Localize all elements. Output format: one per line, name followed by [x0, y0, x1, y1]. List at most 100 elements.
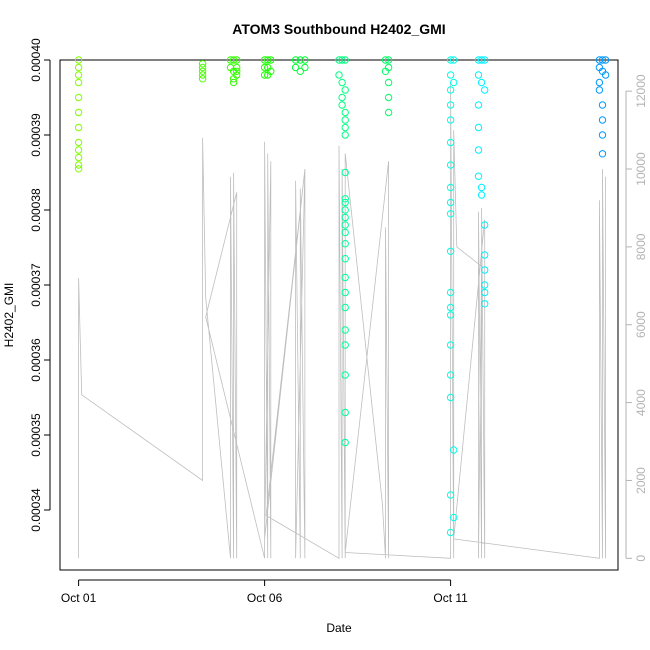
data-point — [384, 63, 393, 72]
y-tick-label: 0.00034 — [29, 488, 43, 532]
data-point — [335, 71, 343, 79]
data-point — [481, 56, 489, 64]
data-point — [595, 78, 604, 87]
data-point — [341, 326, 349, 334]
data-point — [341, 288, 349, 297]
data-point — [198, 67, 207, 76]
data-point — [474, 146, 483, 154]
data-point — [74, 153, 83, 162]
data-point — [338, 101, 346, 109]
data-point — [198, 71, 207, 79]
data-point — [74, 161, 83, 169]
data-point — [481, 221, 489, 229]
y2-tick-label: 10000 — [634, 152, 648, 186]
y-tick-label: 0.00039 — [29, 113, 43, 157]
data-point — [474, 101, 483, 109]
data-point — [229, 78, 238, 87]
data-point — [446, 71, 455, 79]
data-point — [341, 371, 349, 379]
data-point — [474, 71, 483, 79]
data-point — [267, 56, 275, 64]
data-point — [384, 108, 393, 117]
x-tick-label: Oct 06 — [247, 591, 283, 605]
data-point — [446, 101, 455, 109]
data-point — [481, 251, 489, 259]
data-point — [233, 63, 241, 72]
data-point — [481, 300, 489, 308]
data-point — [260, 71, 269, 79]
data-point — [341, 86, 349, 94]
data-point — [477, 56, 486, 64]
y2-tick-label: 6000 — [634, 311, 648, 338]
x-axis-label: Date — [326, 621, 352, 635]
data-point — [291, 63, 300, 72]
data-point — [446, 116, 455, 124]
data-point — [341, 341, 349, 349]
data-point — [446, 528, 455, 537]
data-point — [446, 198, 455, 207]
chart-title: ATOM3 Southbound H2402_GMI — [232, 21, 445, 37]
data-point — [598, 131, 607, 139]
data-point — [477, 78, 486, 87]
data-point — [341, 56, 349, 64]
data-point — [446, 288, 455, 297]
data-point — [198, 60, 207, 68]
data-point — [74, 123, 83, 132]
data-point — [598, 101, 607, 109]
x-axis: Oct 01 Oct 06 Oct 11 — [61, 579, 468, 605]
data-point — [446, 183, 455, 192]
data-point — [341, 195, 349, 203]
data-point — [341, 116, 349, 124]
data-point — [74, 71, 83, 79]
secondary-series — [78, 83, 606, 559]
data-point — [341, 168, 349, 177]
y-tick-label: 0.00035 — [29, 413, 43, 457]
data-point — [601, 71, 610, 79]
y2-tick-label: 2000 — [634, 467, 648, 494]
y2-tick-label: 0 — [634, 555, 648, 562]
data-point — [338, 78, 346, 87]
data-point — [291, 56, 300, 64]
data-point — [446, 161, 455, 169]
data-point — [341, 108, 349, 117]
points-layer — [74, 56, 610, 537]
data-point — [264, 56, 272, 64]
x-tick-label: Oct 11 — [433, 591, 468, 605]
data-point — [477, 191, 486, 199]
data-point — [481, 281, 489, 289]
data-point — [481, 86, 489, 94]
data-point — [233, 56, 241, 64]
data-point — [446, 491, 455, 499]
data-point — [338, 56, 346, 64]
secondary-line — [78, 83, 606, 559]
data-point — [74, 165, 83, 173]
y-axis: 0.00034 0.00035 0.00036 0.00037 0.00038 0.000… — [29, 38, 51, 532]
data-point — [446, 311, 455, 319]
data-point — [296, 56, 304, 64]
y2-tick-label: 4000 — [634, 389, 648, 416]
data-point — [341, 408, 349, 417]
data-point — [74, 63, 83, 72]
data-point — [598, 150, 607, 158]
data-point — [74, 146, 83, 154]
data-point — [341, 228, 349, 237]
data-point — [446, 371, 455, 379]
data-point — [198, 75, 207, 83]
y-axis-label: H2402_GMI — [2, 283, 16, 348]
data-point — [74, 78, 83, 87]
data-point — [446, 86, 455, 94]
data-point — [74, 93, 83, 102]
data-point — [446, 56, 455, 64]
y-tick-label: 0.00037 — [29, 263, 43, 307]
y-tick-label: 0.00038 — [29, 188, 43, 232]
data-point — [338, 93, 346, 102]
data-point — [341, 303, 349, 312]
data-point — [341, 123, 349, 132]
data-point — [481, 266, 489, 274]
data-point — [598, 116, 607, 124]
data-point — [198, 63, 207, 72]
data-point — [341, 198, 349, 207]
data-point — [341, 213, 349, 222]
